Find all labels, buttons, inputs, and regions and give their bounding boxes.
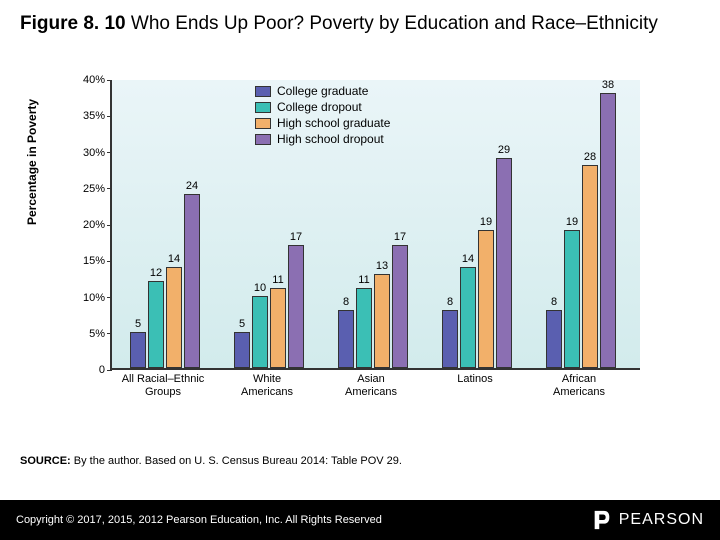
bar-value-label: 14 [460, 253, 476, 265]
bar [166, 267, 182, 369]
y-tick-label: 10% [75, 292, 105, 304]
figure-title: Figure 8. 10 Who Ends Up Poor? Poverty b… [0, 0, 720, 43]
bar [130, 332, 146, 368]
y-tick-label: 35% [75, 110, 105, 122]
bar [374, 274, 390, 368]
x-category-label: WhiteAmericans [217, 373, 317, 399]
bar-value-label: 8 [442, 296, 458, 308]
y-tick-label: 5% [75, 328, 105, 340]
x-category-label: Latinos [425, 373, 525, 386]
bar [582, 165, 598, 368]
bar-value-label: 11 [356, 274, 372, 286]
footer-bar: Copyright © 2017, 2015, 2012 Pearson Edu… [0, 500, 720, 540]
bar-value-label: 19 [478, 216, 494, 228]
y-tick-label: 0 [75, 364, 105, 376]
poverty-chart: Percentage in Poverty 512142451011178111… [55, 80, 675, 410]
legend-item: College graduate [255, 84, 390, 98]
bar [184, 194, 200, 368]
y-tick [107, 261, 112, 262]
legend-item: College dropout [255, 100, 390, 114]
pearson-logo: PEARSON [591, 509, 704, 531]
bar-value-label: 12 [148, 267, 164, 279]
legend-item: High school dropout [255, 132, 390, 146]
y-tick-label: 40% [75, 74, 105, 86]
bar [288, 245, 304, 368]
bar-value-label: 8 [338, 296, 354, 308]
bar [460, 267, 476, 369]
bar-value-label: 28 [582, 151, 598, 163]
x-category-label: All Racial–EthnicGroups [113, 373, 213, 399]
legend-swatch [255, 86, 271, 97]
bar [338, 310, 354, 368]
bar-value-label: 14 [166, 253, 182, 265]
pearson-logo-icon [591, 509, 613, 531]
y-tick-label: 15% [75, 255, 105, 267]
bar-value-label: 29 [496, 144, 512, 156]
bar-value-label: 17 [288, 231, 304, 243]
figure-title-text: Who Ends Up Poor? Poverty by Education a… [126, 13, 658, 34]
bar [148, 281, 164, 368]
bar-value-label: 19 [564, 216, 580, 228]
bar [564, 230, 580, 368]
bar [356, 288, 372, 368]
legend-swatch [255, 134, 271, 145]
bar [234, 332, 250, 368]
y-tick [107, 188, 112, 189]
bar-value-label: 11 [270, 274, 286, 286]
bar-value-label: 38 [600, 79, 616, 91]
legend-swatch [255, 118, 271, 129]
source-line: SOURCE: By the author. Based on U. S. Ce… [20, 455, 402, 467]
y-tick-label: 25% [75, 183, 105, 195]
legend-label: High school dropout [277, 132, 384, 146]
bar-value-label: 8 [546, 296, 562, 308]
figure-number: Figure 8. 10 [20, 13, 126, 34]
legend-item: High school graduate [255, 116, 390, 130]
pearson-logo-text: PEARSON [619, 511, 704, 529]
bar-value-label: 10 [252, 282, 268, 294]
source-text: By the author. Based on U. S. Census Bur… [71, 455, 402, 467]
y-tick [107, 152, 112, 153]
legend-label: High school graduate [277, 116, 390, 130]
y-tick [107, 333, 112, 334]
y-tick [107, 116, 112, 117]
legend-swatch [255, 102, 271, 113]
copyright-text: Copyright © 2017, 2015, 2012 Pearson Edu… [16, 514, 382, 526]
y-tick [107, 370, 112, 371]
bar-value-label: 5 [234, 318, 250, 330]
y-tick [107, 225, 112, 226]
legend-label: College graduate [277, 84, 368, 98]
bar-value-label: 24 [184, 180, 200, 192]
y-tick-label: 30% [75, 147, 105, 159]
bar [392, 245, 408, 368]
source-prefix: SOURCE: [20, 455, 71, 467]
x-category-label: AsianAmericans [321, 373, 421, 399]
bar-value-label: 17 [392, 231, 408, 243]
bar [478, 230, 494, 368]
bar [442, 310, 458, 368]
chart-legend: College graduate College dropout High scho… [255, 84, 390, 148]
x-category-label: AfricanAmericans [529, 373, 629, 399]
bar-value-label: 5 [130, 318, 146, 330]
y-axis-label: Percentage in Poverty [25, 99, 39, 225]
bar [496, 158, 512, 368]
y-tick [107, 80, 112, 81]
bar [600, 93, 616, 369]
legend-label: College dropout [277, 100, 362, 114]
y-tick-label: 20% [75, 219, 105, 231]
bar [252, 296, 268, 369]
bar [270, 288, 286, 368]
y-tick [107, 297, 112, 298]
bar [546, 310, 562, 368]
bar-value-label: 13 [374, 260, 390, 272]
